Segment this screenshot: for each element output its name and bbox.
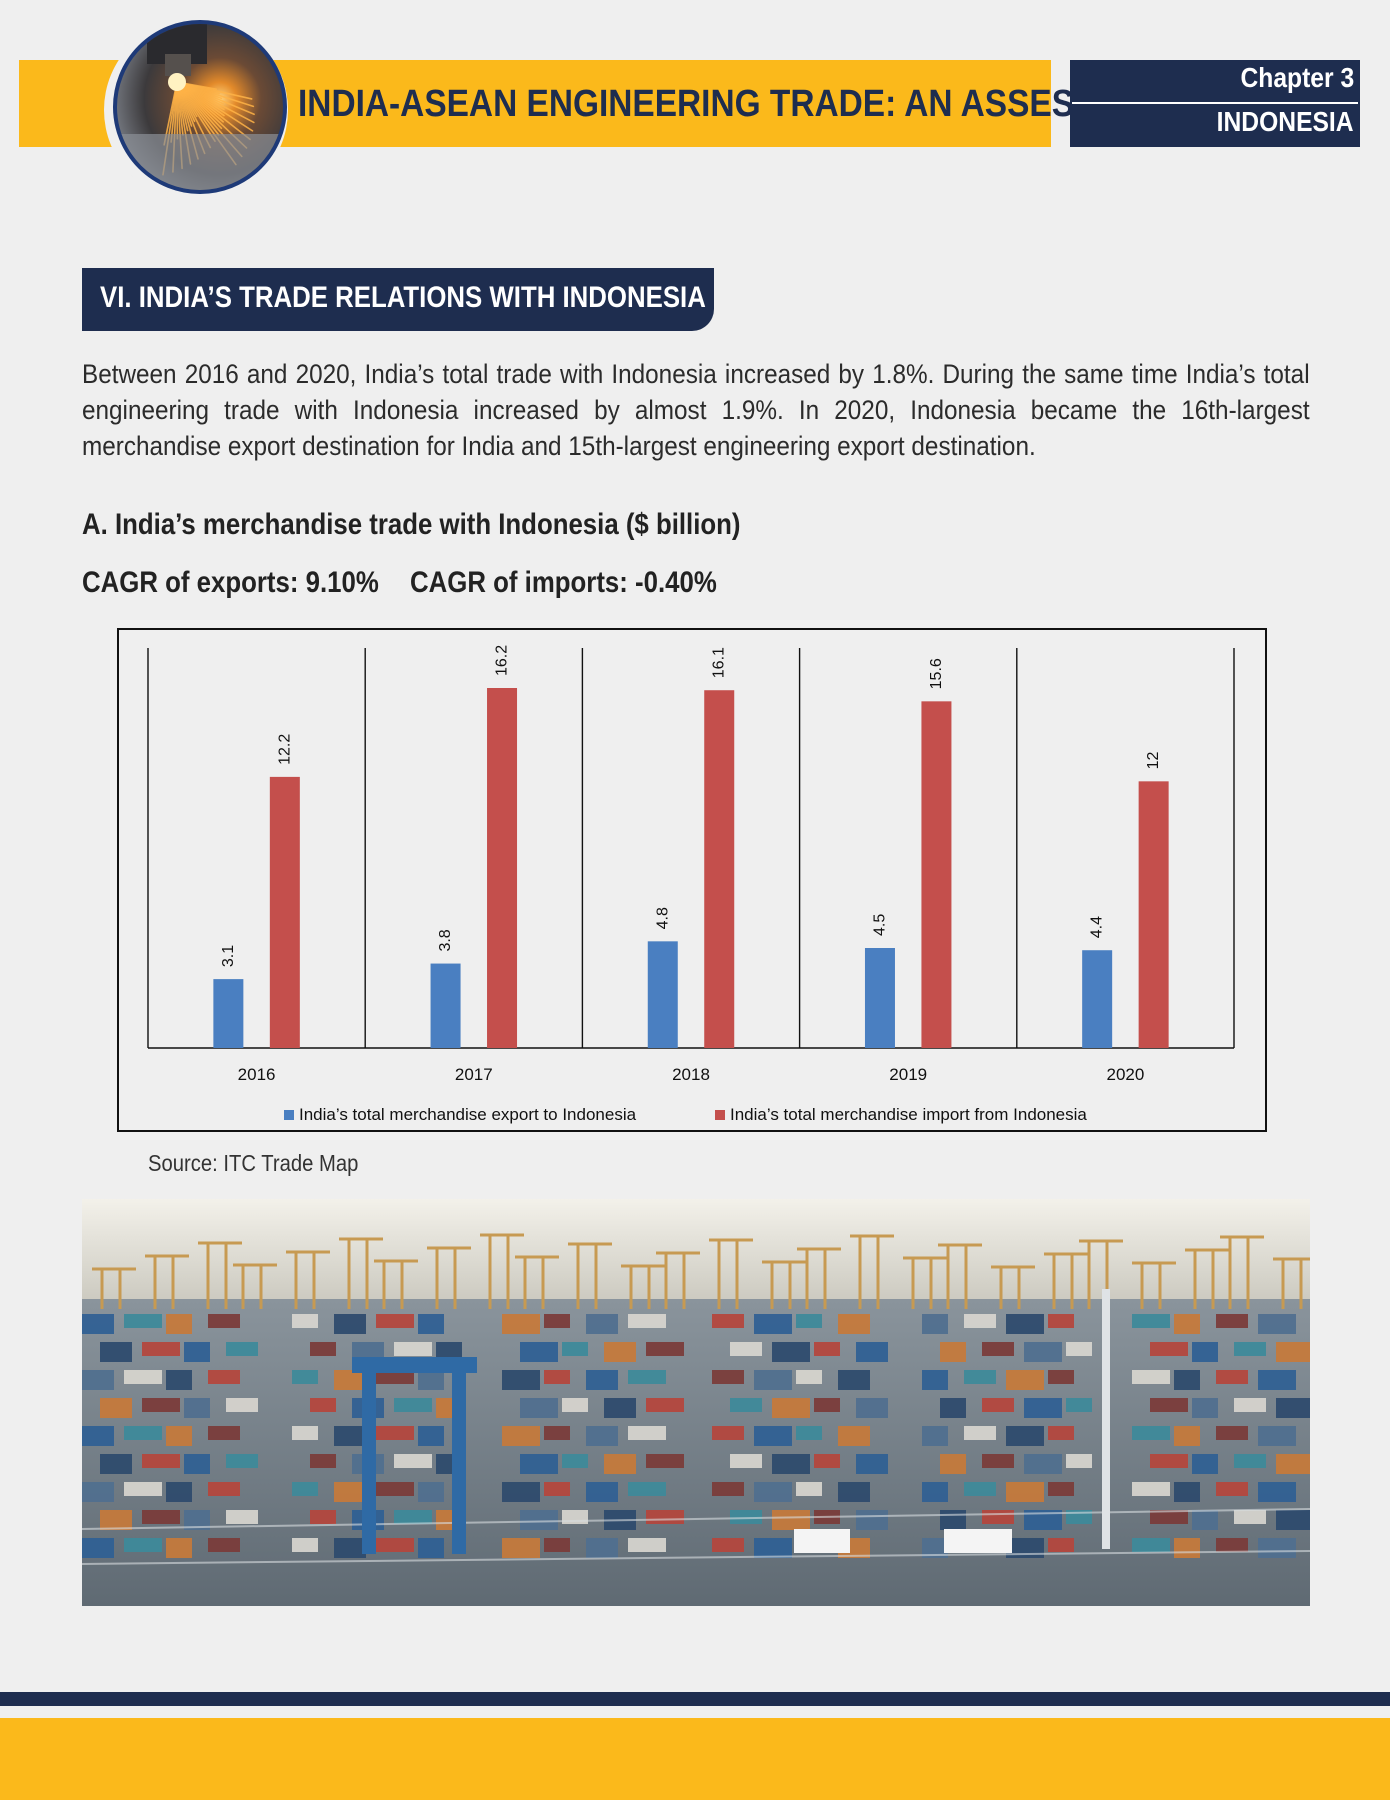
import-value-label-2017: 16.2 [494, 645, 511, 676]
trade-chart-svg: 3.1 12.2 2016 3.8 16.2 2017 4.8 16.1 2018 4.5 15.6… [147, 645, 1235, 1124]
x-tick-label-2017: 2017 [455, 1065, 493, 1084]
container-port-photo [82, 1199, 1310, 1606]
legend-swatch-export [284, 1110, 294, 1120]
section-heading: VI. INDIA’S TRADE RELATIONS WITH INDONES… [82, 268, 714, 331]
legend-swatch-import [715, 1110, 725, 1120]
footer-navy-stripe [0, 1692, 1390, 1706]
source-note: Source: ITC Trade Map [148, 1150, 359, 1176]
x-tick-label-2016: 2016 [238, 1065, 276, 1084]
export-value-label-2018: 4.8 [654, 907, 671, 929]
x-tick-label-2020: 2020 [1106, 1065, 1144, 1084]
export-bar-2019 [864, 948, 895, 1048]
export-value-label-2016: 3.1 [220, 945, 237, 967]
container-port-illustration [82, 1199, 1310, 1606]
import-bar-2017 [487, 688, 518, 1048]
section-heading-text: VI. INDIA’S TRADE RELATIONS WITH INDONES… [100, 281, 706, 314]
welding-sparks-icon [113, 20, 287, 194]
country-label: INDONESIA [1217, 106, 1354, 137]
export-value-label-2019: 4.5 [871, 914, 888, 936]
chart-title: A. India’s merchandise trade with Indone… [82, 508, 741, 541]
sparks-illustration [117, 24, 283, 190]
export-bar-2018 [647, 941, 678, 1048]
export-value-label-2020: 4.4 [1089, 916, 1106, 938]
import-value-label-2016: 12.2 [276, 734, 293, 765]
export-bar-2020 [1082, 950, 1113, 1048]
export-bar-2016 [213, 979, 244, 1048]
legend-label-export: India’s total merchandise export to Indo… [299, 1105, 637, 1124]
export-value-label-2017: 3.8 [437, 929, 454, 951]
chapter-divider [1072, 102, 1358, 104]
import-bar-2019 [921, 701, 952, 1048]
x-tick-label-2019: 2019 [889, 1065, 927, 1084]
x-tick-label-2018: 2018 [672, 1065, 710, 1084]
trade-chart: 3.1 12.2 2016 3.8 16.2 2017 4.8 16.1 2018 4.5 15.6… [117, 628, 1267, 1132]
cagr-exports: CAGR of exports: 9.10% [82, 566, 379, 599]
intro-paragraph: Between 2016 and 2020, India’s total tra… [82, 359, 1310, 461]
import-value-label-2018: 16.1 [711, 647, 728, 678]
footer-yellow-band [0, 1718, 1390, 1800]
import-bar-2018 [704, 690, 735, 1048]
chapter-label: Chapter 3 [1240, 62, 1354, 93]
export-bar-2017 [430, 963, 461, 1048]
legend-label-import: India’s total merchandise import from In… [730, 1105, 1087, 1124]
import-bar-2020 [1138, 781, 1169, 1048]
import-value-label-2020: 12 [1145, 751, 1162, 769]
document-title: INDIA-ASEAN ENGINEERING TRADE: AN ASSESS… [298, 83, 1192, 125]
cagr-imports: CAGR of imports: -0.40% [410, 566, 717, 599]
import-value-label-2019: 15.6 [928, 658, 945, 689]
import-bar-2016 [269, 776, 300, 1048]
chapter-box: Chapter 3 INDONESIA [1070, 60, 1360, 147]
